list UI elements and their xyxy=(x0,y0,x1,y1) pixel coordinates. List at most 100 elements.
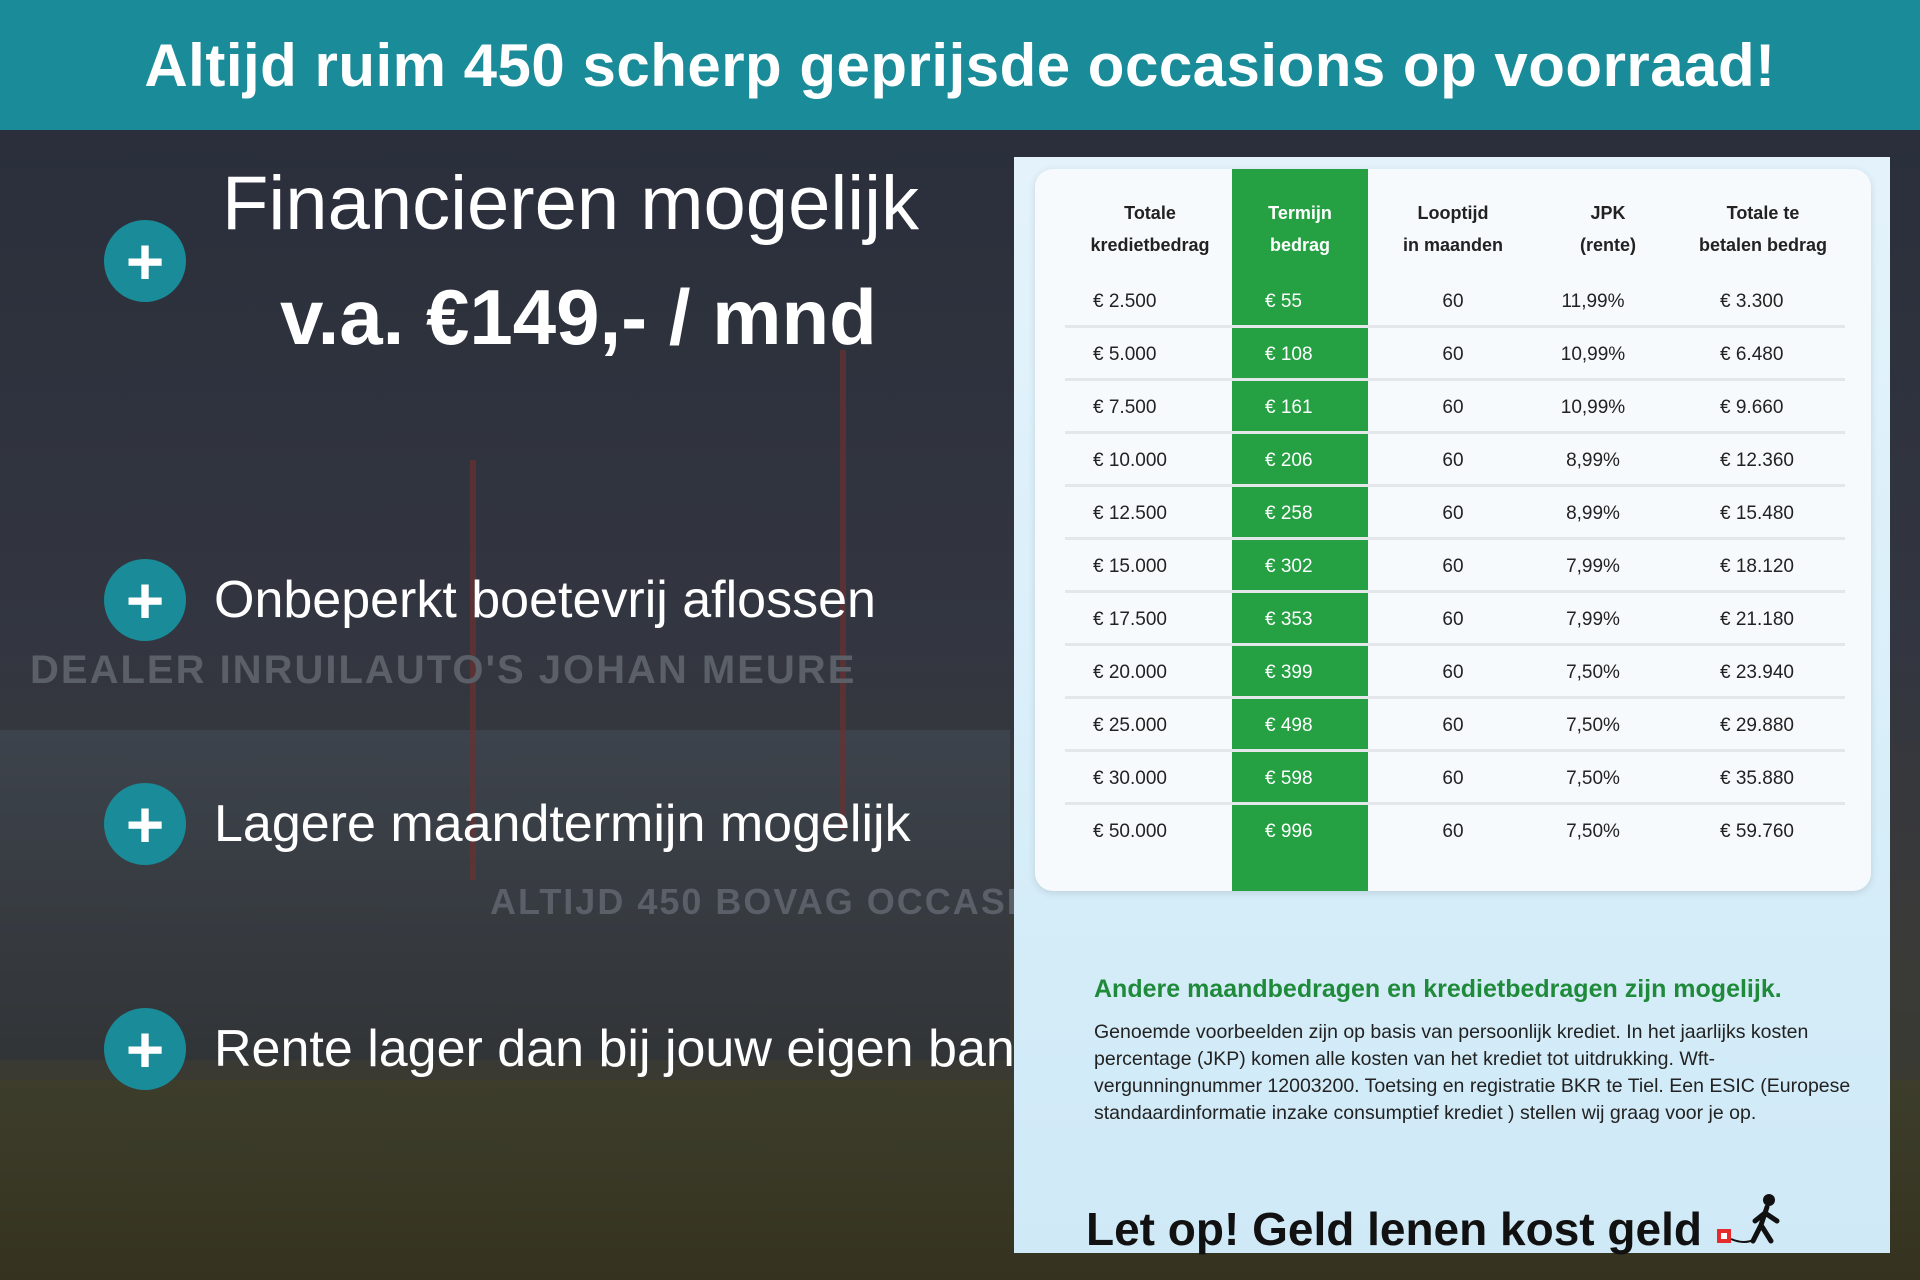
table-cell: 60 xyxy=(1442,662,1464,683)
column-header: Totale te betalen bedrag xyxy=(1678,197,1848,261)
table-cell: 7,50% xyxy=(1566,821,1620,842)
column-header: Looptijd in maanden xyxy=(1368,197,1538,261)
table-cell: 7,99% xyxy=(1566,609,1620,630)
table-cell: € 12.500 xyxy=(1093,503,1167,524)
table-cell: € 9.660 xyxy=(1720,397,1784,418)
table-cell: 60 xyxy=(1442,397,1464,418)
table-cell: € 10.000 xyxy=(1093,450,1167,471)
table-cell: € 55 xyxy=(1265,291,1302,312)
table-cell: 60 xyxy=(1442,821,1464,842)
column-header-line: kredietbedrag xyxy=(1090,235,1210,255)
column-header: JPK (rente) xyxy=(1538,197,1678,261)
table-cell: € 12.360 xyxy=(1720,450,1794,471)
column-header-line: in maanden xyxy=(1402,235,1504,255)
table-cell: 7,50% xyxy=(1566,715,1620,736)
pylon xyxy=(840,350,846,830)
table-cell: 8,99% xyxy=(1566,503,1620,524)
table-cell: 8,99% xyxy=(1566,450,1620,471)
table-row: € 20.000 € 399 60 7,50% € 23.940 xyxy=(1065,646,1845,699)
table-cell: 60 xyxy=(1442,768,1464,789)
table-cell: € 50.000 xyxy=(1093,821,1167,842)
table-cell: 11,99% xyxy=(1561,291,1625,312)
table-cell: € 996 xyxy=(1265,821,1313,842)
table-row: € 10.000 € 206 60 8,99% € 12.360 xyxy=(1065,434,1845,487)
column-header-line: JPK xyxy=(1590,203,1626,223)
plus-icon: + xyxy=(104,559,186,641)
table-cell: € 15.000 xyxy=(1093,556,1167,577)
table-cell: € 258 xyxy=(1265,503,1313,524)
column-header-line: (rente) xyxy=(1579,235,1636,255)
notes-body: Genoemde voorbeelden zijn op basis van p… xyxy=(1094,1021,1851,1124)
table-row: € 50.000 € 996 60 7,50% € 59.760 xyxy=(1065,805,1845,858)
financing-price: v.a. €149,- / mnd xyxy=(280,273,877,361)
table-row: € 2.500 € 55 60 11,99% € 3.300 xyxy=(1065,275,1845,328)
financing-table: Totale kredietbedrag Termijn bedrag Looptijd… xyxy=(1035,169,1871,891)
table-row: € 15.000 € 302 60 7,99% € 18.120 xyxy=(1065,540,1845,593)
pylon xyxy=(470,460,476,880)
table-cell: € 20.000 xyxy=(1093,662,1167,683)
banner-title: Altijd ruim 450 scherp geprijsde occasio… xyxy=(144,31,1776,99)
bullet-text: Onbeperkt boetevrij aflossen xyxy=(214,571,876,629)
table-row: € 5.000 € 108 60 10,99% € 6.480 xyxy=(1065,328,1845,381)
column-header-line: Totale xyxy=(1124,203,1176,223)
table-cell: € 6.480 xyxy=(1720,344,1784,365)
column-header-line: Looptijd xyxy=(1417,203,1489,223)
table-cell: € 30.000 xyxy=(1093,768,1167,789)
table-cell: 7,50% xyxy=(1566,662,1620,683)
table-row: € 25.000 € 498 60 7,50% € 29.880 xyxy=(1065,699,1845,752)
plus-icon: + xyxy=(104,220,186,302)
warning-text: Let op! Geld lenen kost geld xyxy=(1086,1193,1789,1256)
table-cell: € 35.880 xyxy=(1720,768,1794,789)
plus-icon: + xyxy=(104,783,186,865)
table-cell: € 108 xyxy=(1265,344,1313,365)
notes-heading: Andere maandbedragen en kredietbedragen … xyxy=(1094,975,1782,1003)
column-header: Totale kredietbedrag xyxy=(1065,197,1235,261)
table-cell: € 29.880 xyxy=(1720,715,1794,736)
table-cell: € 2.500 xyxy=(1093,291,1157,312)
column-header-line: bedrag xyxy=(1269,235,1330,255)
bullet-text: Rente lager dan bij jouw eigen bank xyxy=(214,1020,1041,1078)
table-row: € 17.500 € 353 60 7,99% € 21.180 xyxy=(1065,593,1845,646)
photo-sign: DEALER INRUILAUTO'S JOHAN MEURE xyxy=(30,648,857,692)
column-header-line: Termijn xyxy=(1268,203,1332,223)
bullet-text: Lagere maandtermijn mogelijk xyxy=(214,795,911,853)
table-cell: € 59.760 xyxy=(1720,821,1794,842)
table-cell: € 21.180 xyxy=(1720,609,1794,630)
table-cell: 60 xyxy=(1442,450,1464,471)
photo-sign-2: ALTIJD 450 BOVAG OCCASIONS xyxy=(490,881,1103,922)
table-row: € 30.000 € 598 60 7,50% € 35.880 xyxy=(1065,752,1845,805)
column-header-line: Totale te xyxy=(1726,203,1800,223)
financing-panel: Totale kredietbedrag Termijn bedrag Looptijd… xyxy=(1014,157,1890,1256)
table-cell: 7,99% xyxy=(1566,556,1620,577)
table-row: € 12.500 € 258 60 8,99% € 15.480 xyxy=(1065,487,1845,540)
column-header: Termijn bedrag xyxy=(1232,197,1368,261)
table-cell: € 7.500 xyxy=(1093,397,1157,418)
financing-headline: Financieren mogelijk xyxy=(222,161,919,246)
table-cell: € 25.000 xyxy=(1093,715,1167,736)
plus-icon: + xyxy=(104,1008,186,1090)
table-cell: € 23.940 xyxy=(1720,662,1794,683)
table-cell: € 18.120 xyxy=(1720,556,1794,577)
warning-label: Let op! Geld lenen kost geld xyxy=(1086,1203,1702,1255)
table-cell: € 161 xyxy=(1265,397,1313,418)
table-cell: € 399 xyxy=(1265,662,1313,683)
walking-man-with-ball-and-chain-icon xyxy=(1716,1194,1780,1244)
table-cell: 60 xyxy=(1442,344,1464,365)
table-cell: € 206 xyxy=(1265,450,1313,471)
table-cell: € 17.500 xyxy=(1093,609,1167,630)
table-cell: € 598 xyxy=(1265,768,1313,789)
table-cell: € 5.000 xyxy=(1093,344,1157,365)
termijn-column-highlight xyxy=(1232,169,1368,891)
table-cell: 60 xyxy=(1442,291,1464,312)
table-cell: € 302 xyxy=(1265,556,1313,577)
top-banner: Altijd ruim 450 scherp geprijsde occasio… xyxy=(0,0,1920,130)
table-cell: € 498 xyxy=(1265,715,1313,736)
table-cell: € 353 xyxy=(1265,609,1313,630)
table-cell: 10,99% xyxy=(1560,344,1626,365)
table-cell: € 3.300 xyxy=(1720,291,1784,312)
column-header-line: betalen bedrag xyxy=(1698,235,1828,255)
table-row: € 7.500 € 161 60 10,99% € 9.660 xyxy=(1065,381,1845,434)
table-cell: 60 xyxy=(1442,556,1464,577)
table-cell: 10,99% xyxy=(1560,397,1626,418)
table-cell: 60 xyxy=(1442,609,1464,630)
